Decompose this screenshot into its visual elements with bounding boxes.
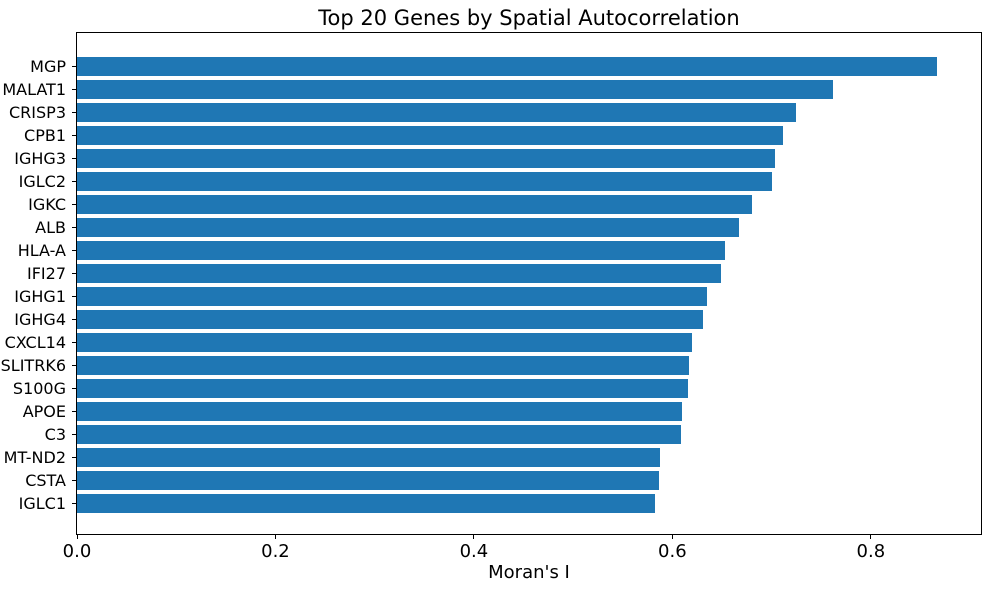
y-tick-mark <box>72 111 76 113</box>
x-tick-mark <box>76 535 78 539</box>
chart-title: Top 20 Genes by Spatial Autocorrelation <box>318 6 740 30</box>
x-tick-mark <box>671 535 673 539</box>
bar-slitrk6 <box>77 355 690 375</box>
y-tick-label: ALB <box>35 217 66 237</box>
y-tick-mark <box>72 272 76 274</box>
bar-s100g <box>77 378 689 398</box>
y-tick-label: CSTA <box>25 470 66 490</box>
y-tick-label: CXCL14 <box>4 332 66 352</box>
y-tick-label: IGLC1 <box>18 493 66 513</box>
y-tick-mark <box>72 433 76 435</box>
bar-alb <box>77 217 739 237</box>
y-tick-label: IGKC <box>28 194 66 214</box>
y-tick-mark <box>72 180 76 182</box>
bar-ighg1 <box>77 286 708 306</box>
plot-area <box>72 32 982 539</box>
y-tick-mark <box>72 502 76 504</box>
y-tick-label: CRISP3 <box>9 102 66 122</box>
x-tick-mark <box>870 535 872 539</box>
bar-crisp3 <box>77 102 797 122</box>
y-tick-mark <box>72 295 76 297</box>
y-tick-mark <box>72 157 76 159</box>
x-tick-label: 0.4 <box>459 541 489 562</box>
y-tick-label: MT-ND2 <box>3 447 66 467</box>
y-tick-label: MALAT1 <box>2 79 66 99</box>
y-tick-mark <box>72 456 76 458</box>
x-axis-label: Moran's I <box>488 562 570 583</box>
bar-hla-a <box>77 240 725 260</box>
y-tick-mark <box>72 203 76 205</box>
y-tick-mark <box>72 410 76 412</box>
y-tick-label: APOE <box>22 401 66 421</box>
bar-cpb1 <box>77 125 783 145</box>
x-tick-mark <box>473 535 475 539</box>
x-tick-label: 0.0 <box>62 541 92 562</box>
y-tick-label: IGHG4 <box>14 309 66 329</box>
y-tick-mark <box>72 249 76 251</box>
y-tick-mark <box>72 341 76 343</box>
bar-ifi27 <box>77 263 721 283</box>
y-tick-mark <box>72 88 76 90</box>
y-tick-mark <box>72 226 76 228</box>
bar-iglc1 <box>77 493 655 513</box>
y-tick-label: IFI27 <box>27 263 66 283</box>
y-tick-label: MGP <box>30 56 66 76</box>
bar-igkc <box>77 194 752 214</box>
y-tick-mark <box>72 364 76 366</box>
x-tick-label: 0.2 <box>261 541 290 562</box>
bar-mt-nd2 <box>77 447 661 467</box>
y-tick-mark <box>72 318 76 320</box>
y-tick-label: SLITRK6 <box>0 355 66 375</box>
bar-cxcl14 <box>77 332 693 352</box>
y-tick-label: IGHG1 <box>14 286 66 306</box>
y-tick-mark <box>72 479 76 481</box>
y-tick-label: HLA-A <box>17 240 66 260</box>
y-tick-label: IGHG3 <box>14 148 66 168</box>
y-tick-label: CPB1 <box>24 125 66 145</box>
bar-ighg4 <box>77 309 704 329</box>
y-tick-label: C3 <box>44 424 66 444</box>
bar-apoe <box>77 401 683 421</box>
y-tick-label: IGLC2 <box>18 171 66 191</box>
bar-malat1 <box>77 79 834 99</box>
x-tick-label: 0.6 <box>658 541 687 562</box>
y-tick-mark <box>72 387 76 389</box>
bar-ighg3 <box>77 148 775 168</box>
y-tick-label: S100G <box>12 378 66 398</box>
y-tick-mark <box>72 65 76 67</box>
bar-csta <box>77 470 660 490</box>
bar-iglc2 <box>77 171 772 191</box>
bar-c3 <box>77 424 682 444</box>
bar-mgp <box>77 56 938 76</box>
y-tick-mark <box>72 134 76 136</box>
x-tick-mark <box>274 535 276 539</box>
x-tick-label: 0.8 <box>856 541 886 562</box>
